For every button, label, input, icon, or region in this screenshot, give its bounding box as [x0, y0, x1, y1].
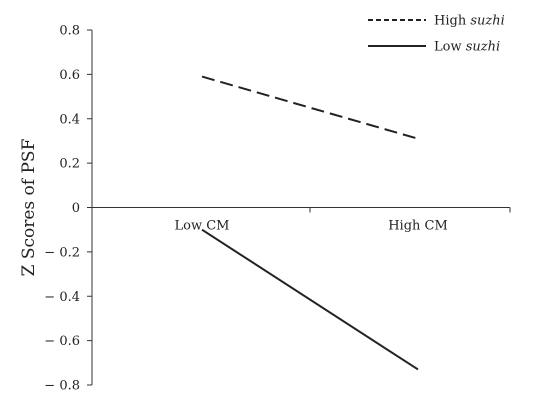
y-tick-label: − 0.4	[44, 290, 80, 305]
series-line-high-suzhi	[201, 75, 419, 140]
y-tick-label: 0	[72, 201, 80, 216]
x-tick-label: Low CM	[175, 219, 230, 234]
y-axis-title: Z Scores of PSF	[19, 138, 39, 276]
series-line-low-suzhi	[201, 228, 419, 371]
legend-label: Low suzhi	[434, 40, 500, 55]
y-tick-label: 0.2	[59, 157, 80, 172]
legend-label: High suzhi	[434, 14, 505, 29]
legend: High suzhi Low suzhi	[368, 14, 505, 55]
y-tick-label: − 0.8	[44, 379, 80, 394]
y-tick-label: 0.8	[59, 24, 80, 39]
y-tick-label: − 0.2	[44, 245, 80, 260]
y-tick-label: 0.4	[59, 112, 80, 127]
y-tick-label: − 0.6	[44, 334, 80, 349]
series-layer	[201, 75, 419, 371]
axes: 0.8 0.6 0.4 0.2 0 − 0.2 − 0.4 − 0.6 − 0.8 Low CM H…	[44, 24, 511, 394]
x-tick-label: High CM	[388, 219, 448, 234]
y-tick-label: 0.6	[59, 68, 80, 83]
